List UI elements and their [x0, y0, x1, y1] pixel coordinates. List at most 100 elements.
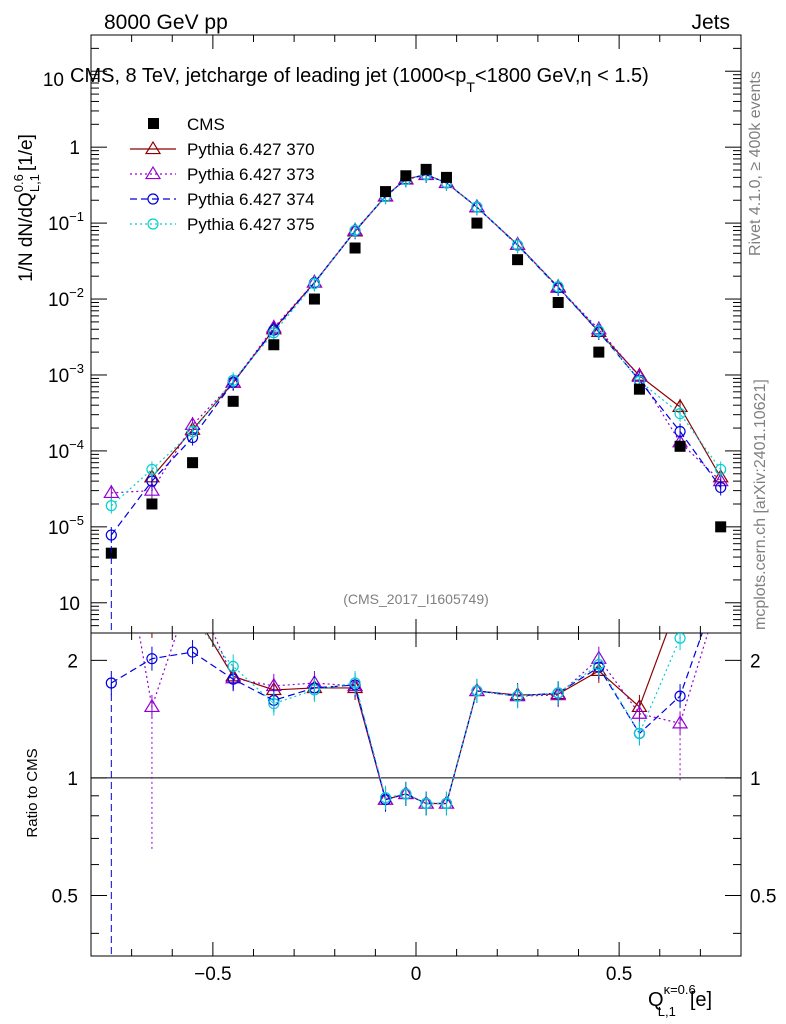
ratio-point — [471, 685, 483, 697]
series-point — [471, 201, 483, 213]
y-tick-base: 10 — [48, 518, 69, 539]
cms-data-points — [105, 163, 727, 559]
series-point — [227, 374, 239, 386]
ratio-point — [186, 579, 200, 591]
ratio-point — [104, 467, 118, 479]
series-line — [110, 173, 722, 507]
cms-data-point — [420, 163, 432, 175]
legend-marker — [147, 218, 159, 230]
series-point — [143, 482, 161, 496]
cms-data-point — [349, 242, 361, 254]
y-tick-exponent: −1 — [69, 209, 84, 224]
ratio-point — [349, 677, 361, 689]
cms-data-point — [715, 521, 727, 533]
ratio-point — [511, 690, 524, 702]
y-label-unit: [1/e] — [16, 134, 37, 171]
cms-data-point — [512, 254, 524, 266]
analysis-label: (CMS_2017_I1605749) — [343, 591, 489, 607]
x-tick-label: 0.5 — [606, 964, 632, 985]
ratio-point — [631, 705, 648, 719]
y-tick-label-main: 10−5 — [48, 513, 84, 539]
legend-label: Pythia 6.427 373 — [187, 165, 315, 184]
y-tick-base: 10 — [48, 290, 69, 311]
cms-data-point — [471, 217, 483, 229]
ratio-point — [400, 788, 412, 800]
cms-data-point — [552, 297, 564, 309]
legend-label: Pythia 6.427 375 — [187, 215, 315, 234]
series-point — [186, 425, 199, 438]
x-label-text: Q — [648, 989, 664, 1011]
cms-data-point — [633, 383, 645, 395]
x-tick-label: 0 — [411, 964, 422, 985]
ratio-point — [308, 684, 321, 696]
beam-label: 8000 GeV pp — [104, 11, 228, 34]
y-label-sub: L,1 — [27, 174, 42, 192]
cms-data-point — [440, 171, 452, 183]
ratio-point — [440, 797, 453, 810]
category-label: Jets — [691, 11, 730, 34]
cms-data-point — [400, 170, 412, 182]
ratio-panel-content — [91, 467, 741, 956]
ratio-series-1 — [145, 585, 728, 816]
y-tick-label-ratio: 2 — [67, 651, 78, 672]
title-sub: T — [466, 79, 475, 95]
series-line — [111, 174, 722, 494]
cms-data-point — [105, 547, 117, 559]
cms-data-point — [593, 346, 605, 358]
cms-data-point — [308, 293, 320, 305]
series-point — [268, 327, 280, 339]
x-label-sub: L,1 — [658, 1004, 676, 1019]
x-label-sup: κ=0.6 — [664, 982, 696, 997]
y-tick-label-ratio-right: 0.5 — [750, 887, 776, 908]
legend-label: Pythia 6.427 370 — [187, 140, 315, 159]
legend-label-cms: CMS — [187, 115, 225, 134]
main-y-axis-label: 1/N dN/dQ0.6L,1 [1/e] — [11, 134, 42, 282]
x-label-unit: [e] — [690, 989, 712, 1011]
series-point — [552, 281, 564, 293]
series-point — [308, 277, 321, 290]
legend-marker — [144, 140, 162, 155]
cms-data-point — [187, 457, 199, 469]
ratio-panel-frame — [90, 632, 742, 957]
ratio-point — [186, 602, 200, 614]
ratio-point — [420, 797, 432, 810]
x-tick-label: −0.5 — [194, 964, 232, 985]
ratio-y-axis-label: Ratio to CMS — [24, 748, 41, 837]
ratio-point — [714, 585, 728, 597]
y-tick-label-main: 10−3 — [48, 361, 84, 387]
ratio-point — [145, 619, 159, 631]
y-tick-base: 10 — [59, 594, 80, 615]
y-tick-base: 10 — [48, 366, 69, 387]
series-point — [511, 239, 524, 251]
ratio-point — [146, 653, 158, 665]
y-tick-label-ratio: 1 — [67, 769, 78, 790]
ratio-point — [714, 585, 728, 597]
ratio-point — [674, 633, 686, 644]
ratio-point — [147, 592, 157, 602]
ratio-point — [593, 659, 605, 671]
ratio-point — [186, 646, 199, 658]
ratio-point — [188, 614, 198, 624]
y-tick-exponent: −3 — [69, 361, 84, 376]
ratio-line — [203, 633, 683, 805]
ratio-point — [671, 715, 689, 729]
ratio-point — [227, 660, 239, 672]
ratio-point — [552, 687, 564, 699]
ratio-point — [674, 690, 686, 702]
ratio-point — [716, 576, 726, 586]
rivet-label: Rivet 4.1.0, ≥ 400k events — [747, 71, 764, 256]
y-tick-exponent: −4 — [69, 437, 84, 452]
cms-data-point — [227, 395, 239, 407]
title-rest: <1800 GeV,η < 1.5) — [475, 65, 649, 87]
ratio-point — [673, 590, 687, 602]
ratio-point — [143, 698, 161, 713]
series-point — [674, 425, 686, 438]
y-tick-label-ratio: 0.5 — [52, 887, 78, 908]
y-tick-exponent: −2 — [69, 285, 84, 300]
series-point — [593, 325, 605, 337]
legend-label: Pythia 6.427 374 — [187, 190, 315, 209]
cms-data-point — [146, 498, 158, 510]
axis-ticks — [90, 34, 742, 956]
ratio-point — [379, 792, 392, 804]
